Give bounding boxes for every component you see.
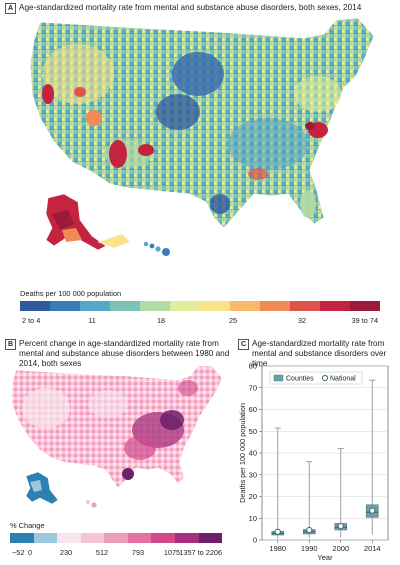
legend-counties-label: Counties — [286, 376, 314, 383]
scale-b-tick: 793 — [131, 548, 145, 557]
y-tick-label: 80 — [249, 362, 257, 371]
scale-a-tick: 18 — [156, 316, 166, 325]
y-tick-label: 0 — [253, 536, 257, 545]
legend-national-label: National — [330, 376, 356, 383]
panel-b-tag: B — [5, 339, 16, 350]
panel-b-scale-title: % Change — [10, 521, 45, 530]
scale-a-tick: 32 — [297, 316, 307, 325]
percent-change-colorbar — [10, 533, 223, 543]
scale-a-tick: 25 — [228, 316, 238, 325]
colorbar-a-segment — [200, 301, 230, 311]
y-tick-label: 60 — [249, 405, 257, 414]
colorbar-a-segment — [140, 301, 170, 311]
mortality-colorbar — [20, 301, 380, 311]
scale-b-tick: 1357 to 2206 — [179, 548, 222, 557]
panel-a-title: Age-standardized mortality rate from men… — [19, 3, 362, 12]
y-tick-label: 30 — [249, 470, 257, 479]
scale-b-tick: −52 — [12, 548, 25, 557]
scale-b-tick: 512 — [95, 548, 109, 557]
national-point — [306, 526, 313, 534]
colorbar-b-segment — [174, 533, 199, 543]
scale-a-tick: 39 to 74 — [351, 316, 378, 325]
colorbar-b-segment — [33, 533, 58, 543]
y-tick-label: 20 — [249, 492, 257, 501]
colorbar-b-segment — [10, 533, 34, 543]
scale-a-tick: 2 to 4 — [22, 316, 41, 325]
scale-a-tick: 11 — [88, 316, 96, 325]
colorbar-a-segment — [290, 301, 320, 311]
y-tick-label: 70 — [249, 383, 257, 392]
percent-change-map — [11, 365, 223, 508]
national-point — [274, 528, 281, 535]
colorbar-a-segment — [260, 301, 290, 311]
x-tick-label: 2014 — [364, 544, 381, 553]
alaska-shape — [45, 193, 107, 251]
panel-a-tag: A — [5, 3, 16, 14]
legend-counties-swatch — [273, 374, 284, 382]
scale-b-tick: 1075 — [163, 548, 181, 557]
colorbar-b-segment — [151, 533, 175, 543]
colorbar-a-segment — [80, 301, 110, 311]
us-contiguous-shape — [29, 17, 375, 229]
scale-b-tick: 0 — [27, 548, 33, 557]
panel-b-title: Percent change in age-standardized morta… — [19, 339, 230, 368]
panel-c-title: Age-standardized mortality rate from men… — [252, 339, 387, 368]
y-axis-label: Deaths per 100 000 population — [238, 403, 247, 503]
colorbar-a-segment — [320, 301, 350, 311]
scale-b-tick: 230 — [59, 548, 73, 557]
x-tick-label: 2000 — [332, 544, 349, 553]
national-point — [337, 522, 344, 530]
national-point — [369, 507, 376, 514]
colorbar-a-segment — [350, 301, 380, 311]
colorbar-b-segment — [80, 533, 105, 543]
y-tick-label: 40 — [249, 449, 257, 458]
colorbar-a-segment — [230, 301, 260, 311]
colorbar-a-segment — [20, 301, 50, 311]
colorbar-a-segment — [170, 301, 200, 311]
boxplot-chart: 0 10 20 30 40 50 60 70 80 1980 1990 2000 2014 Year Dea… — [238, 362, 389, 562]
legend-national-marker — [321, 374, 329, 382]
colorbar-b-segment — [198, 533, 223, 543]
panel-a-scale-title: Deaths per 100 000 population — [20, 289, 122, 298]
y-tick-label: 50 — [249, 427, 257, 436]
panel-c-tag: C — [238, 339, 249, 350]
colorbar-b-segment — [104, 533, 128, 543]
colorbar-a-segment — [110, 301, 140, 311]
colorbar-a-segment — [50, 301, 80, 311]
colorbar-b-segment — [57, 533, 81, 543]
alaska-shape-b — [25, 471, 59, 505]
y-tick-label: 10 — [249, 514, 257, 523]
colorbar-b-segment — [127, 533, 152, 543]
x-axis-label: Year — [317, 553, 333, 562]
mortality-map-2014 — [29, 17, 375, 256]
legend-box — [269, 371, 363, 385]
x-tick-label: 1980 — [269, 544, 286, 553]
x-tick-label: 1990 — [301, 544, 318, 553]
